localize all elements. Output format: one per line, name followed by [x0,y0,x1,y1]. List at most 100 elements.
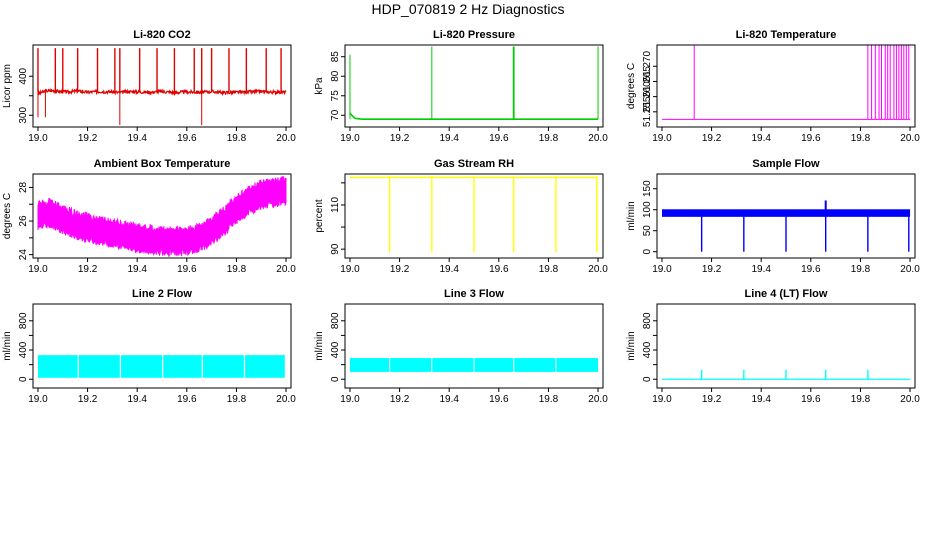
y-tick-label: 24 [18,249,29,261]
x-tick-label: 19.6 [177,394,197,405]
x-tick-label: 19.0 [28,394,48,405]
y-axis: 0 400 800 [330,312,345,382]
x-tick-label: 19.6 [489,264,509,275]
x-tick-label: 20.0 [588,394,608,405]
series-line4 [661,369,911,380]
x-axis: 19.0 19.2 19.4 19.6 19.8 20.0 [28,258,296,275]
x-tick-label: 20.0 [900,264,920,275]
y-tick-label: 51.265 [642,66,653,97]
chart-sample-flow: Sample Flow ml/min 19.0 19.2 19.4 19.6 19.8 20.… [626,158,920,275]
y-tick-label: 150 [642,180,653,197]
y-tick-label: 0 [330,376,341,382]
y-tick-label: 300 [18,107,29,124]
plot-frame [32,303,292,389]
y-axis-label: ml/min [2,331,13,360]
plot-frame [656,173,916,259]
x-tick-label: 19.6 [801,133,821,144]
x-tick-label: 19.0 [28,133,48,144]
y-tick-label: 800 [18,312,29,329]
plot-frame [32,173,292,259]
chart-title: Line 3 Flow [444,288,504,300]
y-tick-label: 51.270 [642,51,653,82]
x-tick-label: 19.2 [78,394,98,405]
x-tick-label: 19.0 [28,264,48,275]
y-tick-label: 85 [330,51,341,63]
x-tick-label: 20.0 [900,133,920,144]
x-tick-label: 19.8 [227,394,247,405]
y-axis: 300 400 [18,67,33,124]
y-tick-label: 90 [330,243,341,255]
chart-title: Li-820 Temperature [736,29,837,41]
y-tick-label: 400 [330,341,341,358]
x-tick-label: 19.0 [652,133,672,144]
x-tick-label: 19.2 [78,264,98,275]
x-tick-label: 19.2 [390,133,410,144]
y-axis-label: percent [314,199,325,233]
x-tick-label: 19.0 [340,133,360,144]
x-tick-label: 19.0 [652,264,672,275]
x-axis: 19.0 19.2 19.4 19.6 19.8 20.0 [28,388,296,405]
y-axis-label: kPa [314,77,325,95]
x-tick-label: 19.0 [340,394,360,405]
chart-title: Li-820 CO2 [133,29,190,41]
x-tick-label: 20.0 [276,133,296,144]
series-line3 [349,358,599,375]
x-tick-label: 19.2 [78,133,98,144]
x-tick-label: 19.2 [702,264,722,275]
y-axis: 0 400 800 [18,312,33,382]
y-tick-label: 110 [330,197,341,213]
chart-co2: Li-820 CO2 Licor ppm 19.0 19.2 19.4 19.6 19.8 2… [2,29,296,144]
x-tick-label: 19.4 [127,264,147,275]
plot-frame [32,44,292,128]
x-tick-label: 19.6 [177,264,197,275]
series-pressure [349,46,599,120]
y-tick-label: 80 [330,70,341,82]
x-tick-label: 19.4 [439,394,459,405]
series-rh [349,176,599,253]
series-ambient [37,176,287,257]
chart-ambient-temperature: Ambient Box Temperature degrees C 19.0 19.2… [2,158,296,275]
chart-title: Li-820 Pressure [433,29,515,41]
y-axis-label: Licor ppm [2,64,13,108]
pressure-line [349,112,598,120]
y-tick-label: 51.255 [642,96,653,127]
ambient-band [37,176,287,257]
x-tick-label: 20.0 [900,394,920,405]
line2-block [37,355,78,378]
y-tick-label: 75 [330,90,341,102]
x-tick-label: 19.0 [340,264,360,275]
x-tick-label: 19.6 [177,133,197,144]
page-title: HDP_070819 2 Hz Diagnostics [371,1,565,17]
chart-pressure: Li-820 Pressure kPa 19.0 19.2 19.4 19.6 19.8 20… [314,29,608,144]
y-axis: 0 50 100 150 [642,180,657,254]
x-tick-label: 19.2 [390,394,410,405]
x-axis: 19.0 19.2 19.4 19.6 19.8 20.0 [28,127,296,144]
sample-band [661,209,911,217]
x-tick-label: 19.6 [801,394,821,405]
x-tick-label: 19.8 [539,133,559,144]
x-tick-label: 19.4 [751,133,771,144]
chart-title: Ambient Box Temperature [94,158,231,170]
y-axis: 24 26 28 [18,181,33,260]
x-axis: 19.0 19.2 19.4 19.6 19.8 20.0 [652,258,920,275]
x-tick-label: 19.8 [539,264,559,275]
x-tick-label: 20.0 [588,264,608,275]
x-tick-label: 19.4 [751,264,771,275]
line2-block [202,355,244,378]
x-tick-label: 19.6 [489,133,509,144]
x-tick-label: 19.2 [702,394,722,405]
x-tick-label: 19.8 [851,394,871,405]
y-tick-label: 0 [642,248,653,254]
x-tick-label: 19.8 [227,133,247,144]
y-axis: 90 110 [330,182,345,255]
x-tick-label: 19.2 [702,133,722,144]
series-co2 [37,48,287,126]
plot-frame [344,44,604,128]
co2-line [37,87,287,97]
x-tick-label: 19.6 [489,394,509,405]
x-axis: 19.0 19.2 19.4 19.6 19.8 20.0 [340,258,608,275]
line2-block [121,355,162,378]
x-tick-label: 20.0 [276,394,296,405]
y-tick-label: 51.260 [642,81,653,112]
